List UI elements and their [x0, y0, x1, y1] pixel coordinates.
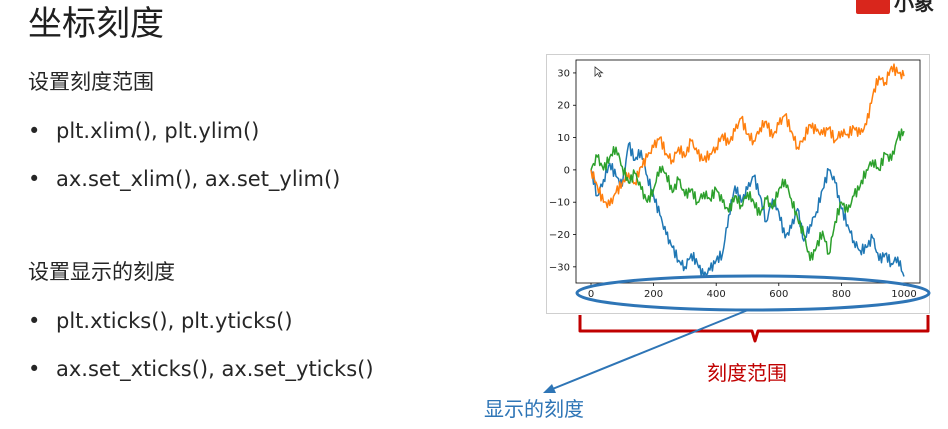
- bullet-dot-icon: •: [28, 119, 41, 143]
- ticks-highlight-ellipse: [575, 274, 931, 312]
- range-annotation-label: 刻度范围: [707, 361, 787, 385]
- chart-annotations: [543, 274, 931, 393]
- series-line-2: [590, 63, 905, 209]
- range-bracket: [578, 315, 930, 343]
- mouse-cursor-icon: [594, 66, 604, 78]
- y-tick-label: −10: [549, 198, 570, 209]
- bullet-text: ax.set_xticks(), ax.set_yticks(): [56, 357, 374, 381]
- page-title: 坐标刻度: [28, 4, 164, 44]
- section-heading-range: 设置刻度范围: [28, 70, 154, 94]
- x-tick-label: 0: [588, 289, 594, 300]
- plot-area-border: [575, 59, 921, 284]
- y-tick-label: 10: [557, 133, 570, 144]
- y-tick-label: 30: [557, 68, 570, 79]
- y-tick-label: 20: [557, 101, 570, 112]
- x-tick-label: 200: [644, 289, 663, 300]
- bullet-text: ax.set_xlim(), ax.set_ylim(): [56, 167, 341, 191]
- arrow-head-icon: [543, 384, 556, 393]
- bullet-dot-icon: •: [28, 167, 41, 191]
- bullet-item-xticks-yticks: • plt.xticks(), plt.yticks(): [28, 307, 293, 335]
- ticks-annotation-label: 显示的刻度: [484, 397, 584, 421]
- y-tick-label: 0: [564, 165, 570, 176]
- section-heading-ticks: 设置显示的刻度: [28, 260, 175, 284]
- chart-image: [546, 54, 930, 314]
- bullet-dot-icon: •: [28, 309, 41, 333]
- brand-logo: 小象: [856, 0, 948, 14]
- brand-logo-icon: [856, 0, 890, 14]
- x-tick-label: 600: [769, 289, 788, 300]
- bullet-text: plt.xticks(), plt.yticks(): [56, 309, 293, 333]
- ticks-arrow-line: [549, 309, 749, 391]
- bullet-dot-icon: •: [28, 357, 41, 381]
- x-tick-label: 800: [832, 289, 851, 300]
- bullet-item-set-xlim-ylim: • ax.set_xlim(), ax.set_ylim(): [28, 165, 340, 193]
- chart-lines: [590, 63, 905, 278]
- y-tick-label: −20: [549, 230, 570, 241]
- brand-logo-text: 小象: [894, 0, 934, 14]
- y-tick-label: −30: [549, 262, 570, 273]
- series-line-1: [590, 141, 905, 278]
- series-line-3: [590, 128, 905, 262]
- bullet-item-set-xticks-yticks: • ax.set_xticks(), ax.set_yticks(): [28, 355, 374, 383]
- x-tick-label: 400: [707, 289, 726, 300]
- x-tick-label: 1000: [891, 289, 916, 300]
- bullet-item-xlim-ylim: • plt.xlim(), plt.ylim(): [28, 117, 259, 145]
- bullet-text: plt.xlim(), plt.ylim(): [56, 119, 260, 143]
- chart-axes: 30 20 10 0 −10 −20 −30 0 200 400 600 800 1000: [549, 59, 921, 300]
